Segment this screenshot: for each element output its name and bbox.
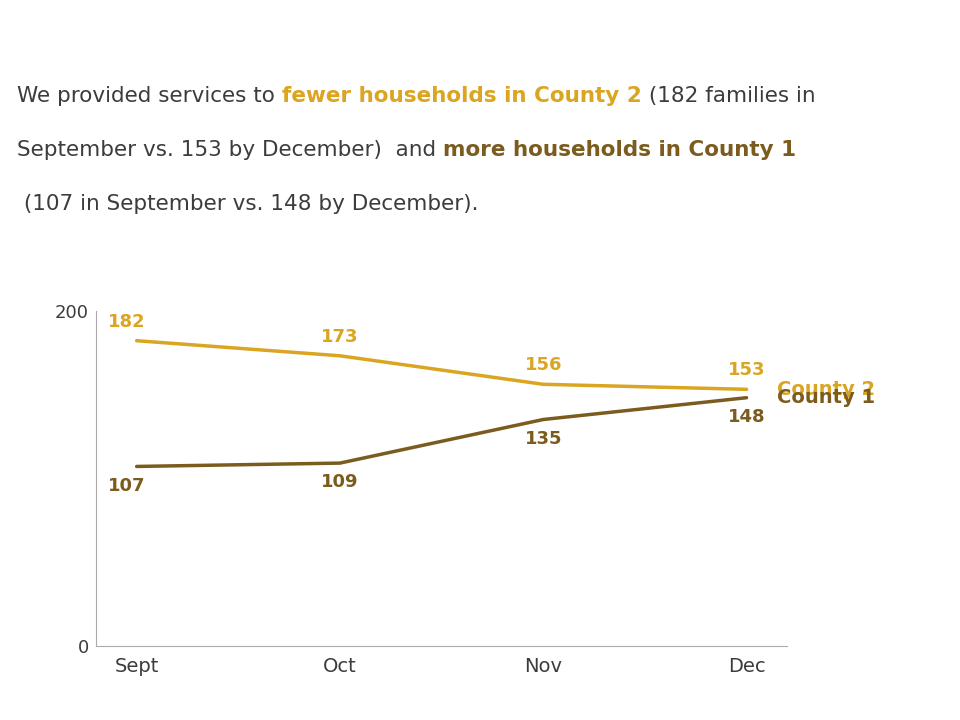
- Text: 107: 107: [108, 477, 145, 495]
- Text: Households served: Households served: [17, 22, 464, 64]
- Text: 135: 135: [524, 430, 562, 448]
- Text: fewer households in County 2: fewer households in County 2: [282, 86, 642, 107]
- Text: more households in County 1: more households in County 1: [444, 140, 797, 161]
- Text: Ann K. Emery: Ann K. Emery: [14, 698, 108, 711]
- Text: September vs. 153 by December)  and: September vs. 153 by December) and: [17, 140, 444, 161]
- Text: 173: 173: [322, 328, 359, 346]
- Text: www.annkemery.com: www.annkemery.com: [798, 698, 946, 711]
- Text: County 2: County 2: [777, 380, 876, 399]
- Text: (107 in September vs. 148 by December).: (107 in September vs. 148 by December).: [17, 194, 479, 215]
- Text: 153: 153: [728, 361, 765, 379]
- Text: 148: 148: [728, 408, 765, 426]
- Text: (182 families in: (182 families in: [642, 86, 815, 107]
- Text: 156: 156: [524, 356, 562, 374]
- Text: 109: 109: [322, 473, 359, 491]
- Text: We provided services to: We provided services to: [17, 86, 282, 107]
- Text: 182: 182: [108, 312, 145, 330]
- Text: County 1: County 1: [777, 388, 876, 408]
